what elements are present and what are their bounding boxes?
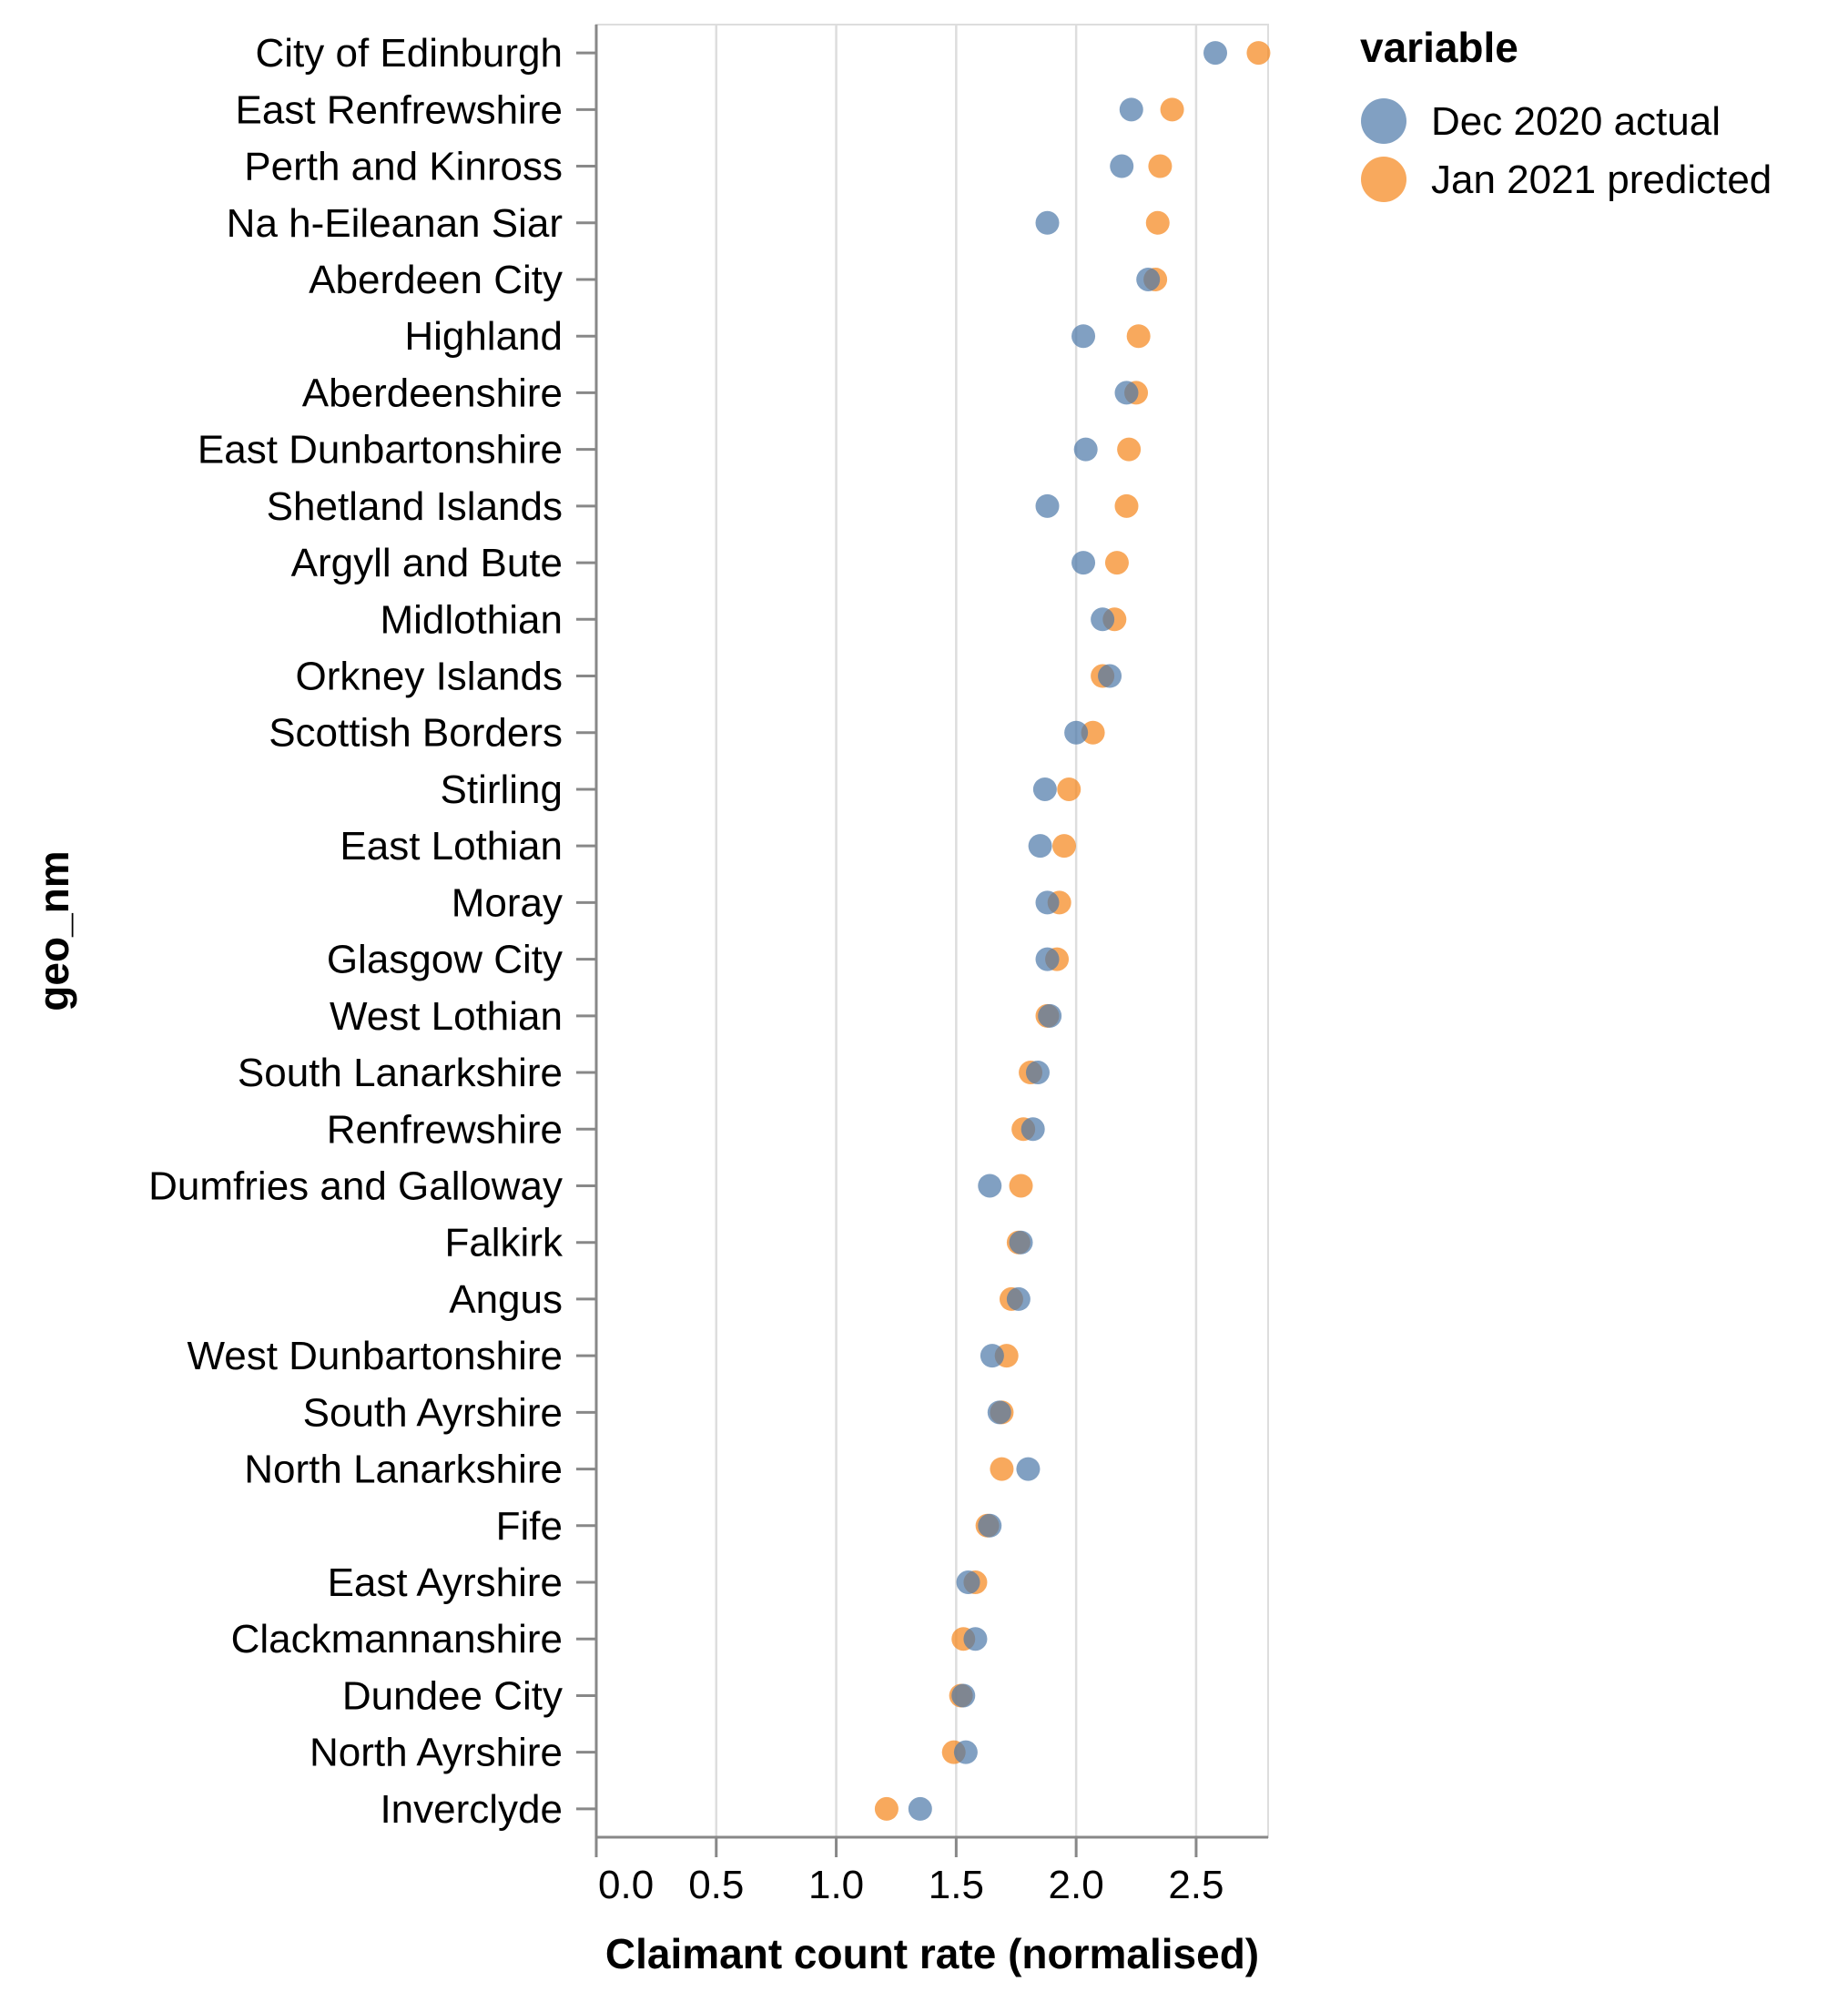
point-jan-2021-predicted-east-dunbartonshire (1117, 437, 1142, 462)
point-dec-2020-actual-highland (1071, 324, 1096, 349)
y-tick-label-aberdeen-city: Aberdeen City (309, 258, 563, 302)
point-jan-2021-predicted-highland (1126, 324, 1151, 349)
point-dec-2020-actual-east-ayrshire (956, 1570, 980, 1595)
point-dec-2020-actual-fife (978, 1513, 1002, 1538)
y-tick-label-shetland-islands: Shetland Islands (267, 484, 563, 529)
legend-title: variable (1360, 24, 1518, 71)
point-dec-2020-actual-inverclyde (908, 1796, 932, 1821)
point-dec-2020-actual-angus (1006, 1286, 1031, 1311)
y-tick-label-south-lanarkshire: South Lanarkshire (238, 1051, 563, 1095)
point-dec-2020-actual-south-ayrshire (987, 1400, 1011, 1425)
y-tick-label-renfrewshire: Renfrewshire (327, 1107, 563, 1152)
y-tick-label-stirling: Stirling (441, 767, 564, 812)
y-tick-label-east-ayrshire: East Ayrshire (328, 1560, 563, 1605)
point-jan-2021-predicted-city-of-edinburgh (1246, 41, 1271, 66)
point-dec-2020-actual-north-lanarkshire (1016, 1457, 1041, 1481)
y-tick-label-midlothian: Midlothian (380, 597, 563, 642)
y-tick-label-scottish-borders: Scottish Borders (269, 711, 563, 756)
y-tick-label-dumfries-and-galloway: Dumfries and Galloway (148, 1164, 563, 1208)
x-tick-label-0: 0.0 (598, 1863, 654, 1907)
point-jan-2021-predicted-argyll-and-bute (1104, 551, 1129, 575)
point-jan-2021-predicted-shetland-islands (1114, 493, 1139, 518)
point-dec-2020-actual-stirling (1032, 777, 1057, 801)
legend: variable Dec 2020 actual Jan 2021 predict… (1360, 24, 1772, 202)
point-dec-2020-actual-moray (1035, 890, 1060, 915)
point-dec-2020-actual-aberdeen-city (1136, 267, 1161, 291)
y-tick-label-argyll-and-bute: Argyll and Bute (291, 541, 563, 585)
y-tick-label-east-dunbartonshire: East Dunbartonshire (198, 428, 563, 473)
y-tick-label-north-ayrshire: North Ayrshire (310, 1731, 563, 1775)
x-tick-label-2-5: 2.5 (1168, 1863, 1224, 1907)
point-jan-2021-predicted-north-lanarkshire (990, 1457, 1014, 1481)
legend-label-jan-2021-predicted: Jan 2021 predicted (1431, 158, 1772, 202)
point-dec-2020-actual-south-lanarkshire (1025, 1061, 1050, 1085)
legend-label-dec-2020-actual: Dec 2020 actual (1431, 99, 1721, 144)
y-tick-label-north-lanarkshire: North Lanarkshire (244, 1448, 563, 1492)
y-tick-label-moray: Moray (452, 880, 563, 925)
point-dec-2020-actual-east-renfrewshire (1119, 97, 1143, 122)
point-dec-2020-actual-orkney-islands (1098, 664, 1122, 688)
point-jan-2021-predicted-perth-and-kinross (1148, 154, 1173, 178)
point-dec-2020-actual-argyll-and-bute (1071, 551, 1096, 575)
point-dec-2020-actual-east-lothian (1028, 834, 1052, 859)
legend-items: Dec 2020 actual Jan 2021 predicted (1361, 98, 1772, 202)
y-tick-label-clackmannanshire: Clackmannanshire (231, 1617, 563, 1661)
x-axis-title: Claimant count rate (normalised) (605, 1930, 1259, 1977)
y-tick-label-orkney-islands: Orkney Islands (296, 655, 563, 699)
point-dec-2020-actual-falkirk (1009, 1230, 1033, 1255)
y-tick-label-east-renfrewshire: East Renfrewshire (236, 87, 563, 132)
x-tick-label-2: 2.0 (1049, 1863, 1104, 1907)
y-tick-label-dundee-city: Dundee City (342, 1673, 563, 1718)
y-tick-label-perth-and-kinross: Perth and Kinross (244, 145, 563, 189)
y-tick-label-city-of-edinburgh: City of Edinburgh (255, 31, 563, 76)
legend-symbol-dec-2020-actual (1361, 98, 1406, 144)
y-tick-label-fife: Fife (496, 1504, 563, 1549)
y-tick-label-aberdeenshire: Aberdeenshire (302, 371, 563, 415)
y-axis-title: geo_nm (30, 850, 77, 1011)
point-dec-2020-actual-scottish-borders (1064, 720, 1089, 745)
point-dec-2020-actual-perth-and-kinross (1110, 154, 1134, 178)
x-tick-label-0-5: 0.5 (688, 1863, 744, 1907)
point-dec-2020-actual-renfrewshire (1020, 1117, 1045, 1142)
y-tick-label-west-lothian: West Lothian (330, 994, 563, 1039)
point-dec-2020-actual-north-ayrshire (953, 1740, 978, 1764)
point-jan-2021-predicted-east-renfrewshire (1160, 97, 1184, 122)
point-dec-2020-actual-clackmannanshire (963, 1627, 988, 1651)
y-tick-label-glasgow-city: Glasgow City (327, 938, 563, 982)
point-jan-2021-predicted-inverclyde (874, 1796, 899, 1821)
y-axis: City of Edinburgh East Renfrewshire Perth … (148, 25, 598, 1837)
point-dec-2020-actual-midlothian (1091, 607, 1115, 632)
y-tick-label-na-h-eileanan-siar: Na h-Eileanan Siar (227, 201, 563, 246)
y-tick-label-west-dunbartonshire: West Dunbartonshire (188, 1334, 564, 1378)
x-tick-label-1: 1.0 (808, 1863, 864, 1907)
point-dec-2020-actual-city-of-edinburgh (1203, 41, 1228, 66)
y-tick-label-falkirk: Falkirk (444, 1221, 564, 1265)
point-dec-2020-actual-west-lothian (1038, 1003, 1062, 1028)
y-tick-label-inverclyde: Inverclyde (380, 1787, 563, 1832)
y-tick-label-east-lothian: East Lothian (340, 824, 563, 869)
data-points (874, 41, 1271, 1821)
point-jan-2021-predicted-dumfries-and-galloway (1009, 1174, 1033, 1198)
legend-symbol-jan-2021-predicted (1361, 157, 1406, 202)
y-tick-label-highland: Highland (404, 314, 563, 359)
point-dec-2020-actual-dumfries-and-galloway (978, 1174, 1002, 1198)
y-tick-label-south-ayrshire: South Ayrshire (303, 1390, 563, 1435)
point-jan-2021-predicted-stirling (1057, 777, 1081, 801)
point-jan-2021-predicted-na-h-eileanan-siar (1145, 210, 1170, 235)
x-tick-label-1-5: 1.5 (929, 1863, 984, 1907)
point-dec-2020-actual-aberdeenshire (1114, 381, 1139, 405)
point-dec-2020-actual-na-h-eileanan-siar (1035, 210, 1060, 235)
point-jan-2021-predicted-scottish-borders (1081, 720, 1105, 745)
x-axis: 0.0 0.5 1.0 1.5 2.0 2.5 (594, 1835, 1268, 1907)
point-dec-2020-actual-west-dunbartonshire (980, 1344, 1004, 1368)
point-dec-2020-actual-east-dunbartonshire (1073, 437, 1098, 462)
y-tick-label-angus: Angus (449, 1277, 563, 1322)
point-dec-2020-actual-dundee-city (951, 1683, 976, 1708)
point-dec-2020-actual-shetland-islands (1035, 493, 1060, 518)
point-dec-2020-actual-glasgow-city (1035, 947, 1060, 971)
point-jan-2021-predicted-east-lothian (1051, 834, 1076, 859)
